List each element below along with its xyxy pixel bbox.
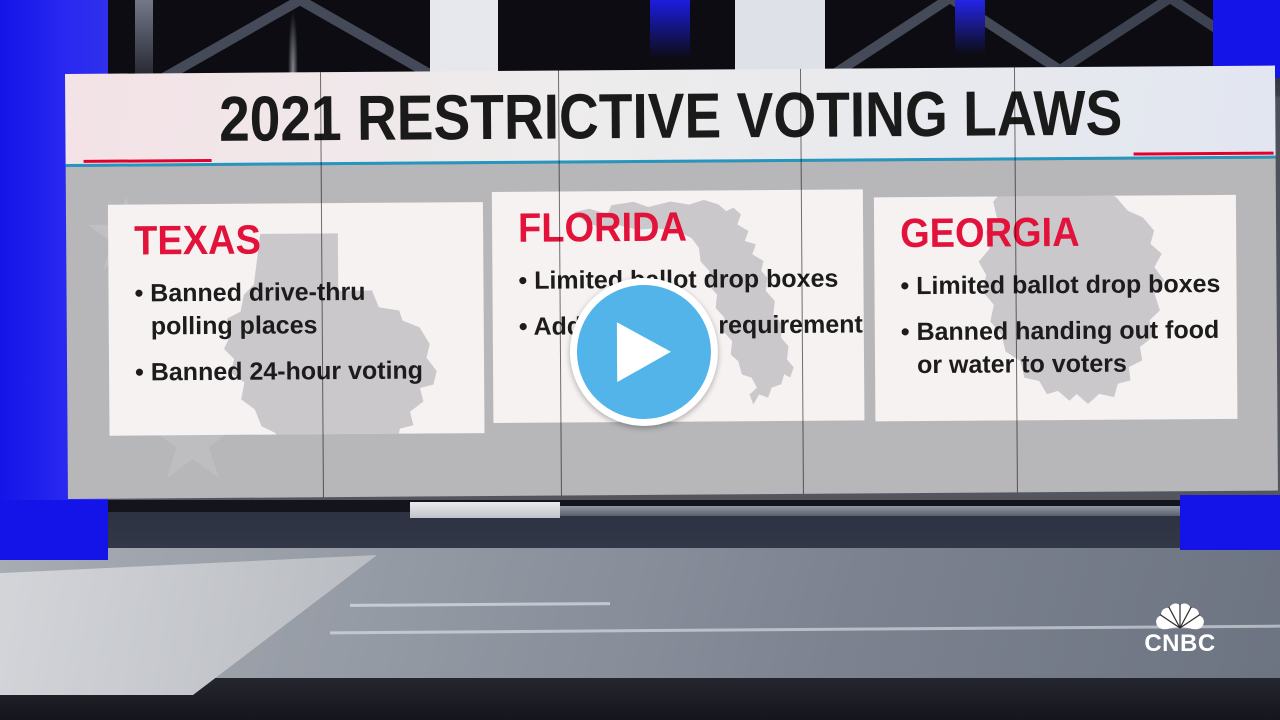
svg-text:CNBC: CNBC [1144, 630, 1215, 654]
